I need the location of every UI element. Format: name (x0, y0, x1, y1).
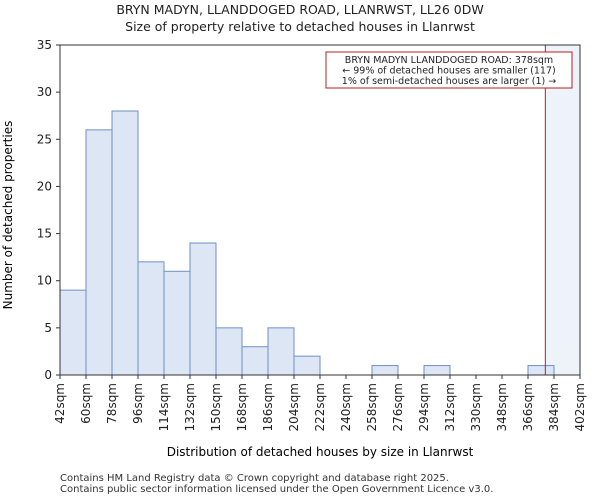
y-tick-label: 0 (44, 368, 52, 382)
highlight-layer (545, 45, 580, 375)
x-tick-label: 366sqm (521, 383, 535, 431)
x-tick-label: 222sqm (313, 383, 327, 431)
annotation-layer: BRYN MADYN LLANDDOGED ROAD: 378sqm← 99% … (325, 51, 573, 89)
histogram-bar (163, 270, 191, 376)
y-axis-label: Number of detached properties (1, 121, 15, 310)
annotation-line: 1% of semi-detached houses are larger (1… (342, 76, 556, 87)
x-tick-label: 384sqm (547, 383, 561, 431)
histogram-bar (85, 129, 113, 376)
x-tick-label: 348sqm (495, 383, 509, 431)
x-tick-label: 276sqm (391, 383, 405, 431)
x-tick-label: 168sqm (235, 383, 249, 431)
x-tick-label: 204sqm (287, 383, 301, 431)
histogram-bar (215, 327, 243, 376)
histogram-bar (371, 365, 399, 376)
histogram-bar (527, 365, 555, 376)
footer-attribution: Contains HM Land Registry data © Crown c… (60, 473, 449, 484)
x-tick-label: 132sqm (183, 383, 197, 431)
histogram-bar (267, 327, 295, 376)
x-axis-label: Distribution of detached houses by size … (167, 445, 474, 459)
histogram-bar (241, 346, 269, 376)
chart-title: BRYN MADYN, LLANDDOGED ROAD, LLANRWST, L… (116, 2, 484, 17)
highlight-region (545, 45, 580, 375)
y-tick-label: 30 (37, 85, 52, 99)
histogram-bar (137, 261, 165, 376)
x-tick-label: 96sqm (131, 383, 145, 424)
histogram-bar (293, 355, 321, 376)
y-tick-label: 25 (37, 132, 52, 146)
histogram-bar (59, 289, 87, 376)
x-tick-label: 186sqm (261, 383, 275, 431)
annotation-box (325, 51, 573, 89)
annotation-line: ← 99% of detached houses are smaller (11… (342, 66, 555, 77)
axes-layer: 0 5 10 15 20 25 30 35 42sqm 60sqm 78sqm 96sqm 114sqm… (37, 38, 587, 431)
annotation-line: BRYN MADYN LLANDDOGED ROAD: 378sqm (345, 55, 553, 66)
x-tick-label: 60sqm (79, 383, 93, 424)
x-tick-label: 78sqm (105, 383, 119, 424)
y-tick-label: 5 (44, 321, 52, 335)
histogram-bar (423, 365, 451, 376)
x-tick-label: 42sqm (53, 383, 67, 424)
y-tick-label: 20 (37, 179, 52, 193)
x-tick-label: 240sqm (339, 383, 353, 431)
x-tick-label: 330sqm (469, 383, 483, 431)
x-tick-label: 258sqm (365, 383, 379, 431)
x-tick-label: 150sqm (209, 383, 223, 431)
x-tick-label: 294sqm (417, 383, 431, 431)
y-tick-label: 15 (37, 227, 52, 241)
x-tick-label: 312sqm (443, 383, 457, 431)
y-tick-label: 10 (37, 274, 52, 288)
y-tick-label: 35 (37, 38, 52, 52)
chart-subtitle: Size of property relative to detached ho… (125, 19, 475, 34)
histogram-bar (111, 110, 139, 376)
histogram-bar (189, 242, 217, 376)
x-tick-label: 402sqm (573, 383, 587, 431)
footer-licence: Contains public sector information licen… (60, 484, 494, 495)
bars-layer (59, 110, 555, 376)
x-tick-label: 114sqm (157, 383, 171, 431)
labels-layer: Distribution of detached houses by size … (1, 121, 474, 459)
